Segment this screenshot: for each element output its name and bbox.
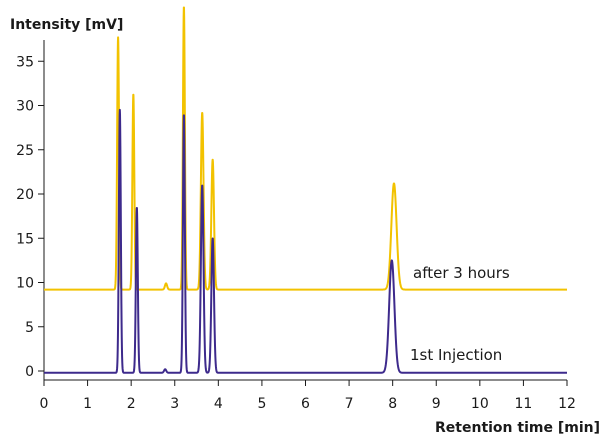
x-tick-label: 5 [257, 396, 266, 412]
x-axis-title: Retention time [min] [435, 420, 600, 436]
x-tick-label: 0 [40, 396, 49, 412]
series-line-after-3-hours [43, 6, 568, 291]
x-tick-label: 11 [515, 396, 533, 412]
x-tick-label: 9 [432, 396, 441, 412]
x-tick-label: 12 [558, 396, 576, 412]
y-axis-title: Intensity [mV] [10, 17, 123, 33]
x-tick-label: 3 [170, 396, 179, 412]
y-tick-label: 30 [16, 99, 34, 115]
x-tick-label: 1 [83, 396, 92, 412]
y-tick-label: 15 [16, 231, 34, 247]
y-tick-label: 35 [16, 54, 34, 70]
x-tick-label: 10 [471, 396, 489, 412]
x-tick-label: 8 [388, 396, 397, 412]
x-tick-label: 7 [345, 396, 354, 412]
series-label-after-3-hours: after 3 hours [413, 264, 510, 282]
series-line-1st-injection [43, 108, 568, 374]
series-label-1st-injection: 1st Injection [410, 346, 502, 364]
x-tick-label: 6 [301, 396, 310, 412]
x-tick-label: 4 [214, 396, 223, 412]
series-layer [43, 6, 568, 374]
x-tick-label: 2 [127, 396, 136, 412]
y-tick-label: 25 [16, 143, 34, 159]
y-tick-label: 0 [25, 364, 34, 380]
y-tick-label: 20 [16, 187, 34, 203]
y-tick-label: 5 [25, 320, 34, 336]
y-tick-label: 10 [16, 276, 34, 292]
